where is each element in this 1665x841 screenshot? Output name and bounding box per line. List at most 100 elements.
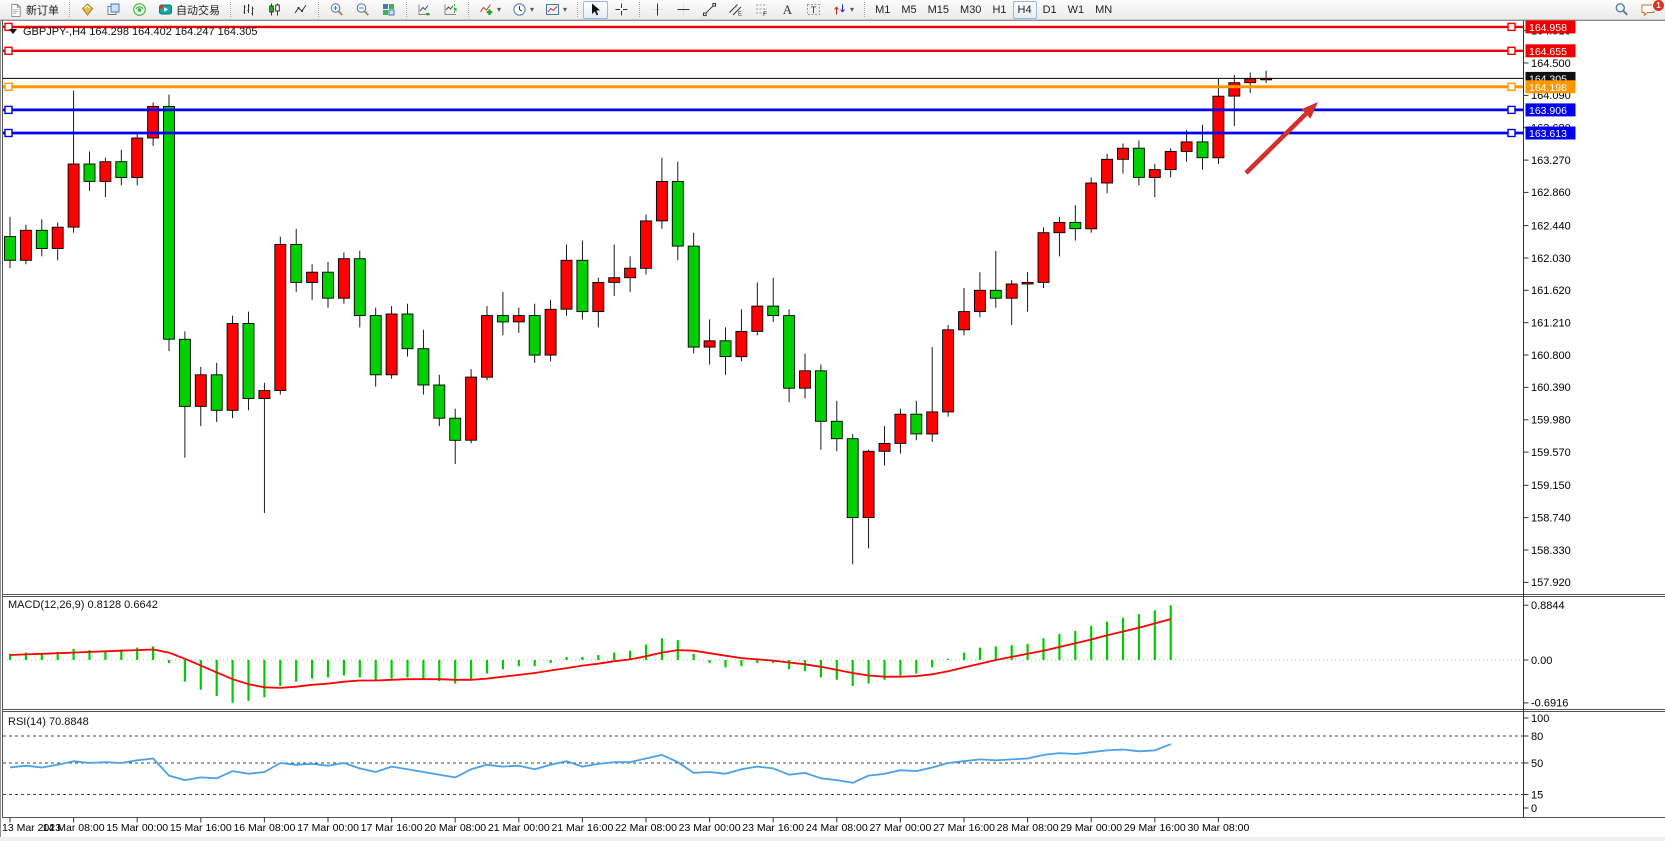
timeframe-m15-button[interactable]: M15 — [923, 1, 954, 19]
periods-button[interactable]: ▾ — [507, 1, 539, 19]
toolbar-separator — [864, 2, 866, 17]
arrows-button[interactable]: ▾ — [827, 1, 859, 19]
timeframe-m1-button[interactable]: M1 — [870, 1, 895, 19]
timeframe-h4-button[interactable]: H4 — [1012, 0, 1037, 19]
timeframe-mn-button[interactable]: MN — [1090, 1, 1117, 19]
indicators-button[interactable]: ▾ — [474, 1, 506, 19]
gem-icon — [80, 2, 95, 17]
horizontal-line-icon — [676, 2, 691, 17]
svg-text:F: F — [763, 11, 767, 17]
svg-text:159.570: 159.570 — [1531, 447, 1571, 459]
svg-text:0.8844: 0.8844 — [1531, 600, 1565, 612]
zoom-in-button[interactable] — [324, 1, 349, 19]
cursor-button[interactable] — [583, 0, 609, 19]
zoom-in-icon — [329, 2, 344, 17]
arrow-annotation[interactable] — [1244, 102, 1318, 175]
candles — [4, 70, 1273, 565]
hline-handle — [1507, 46, 1516, 55]
template-icon — [545, 2, 560, 17]
price-tag: 164.958 — [1525, 20, 1576, 34]
crosshair-button[interactable] — [609, 1, 634, 19]
svg-text:163.270: 163.270 — [1531, 155, 1571, 167]
svg-text:158.740: 158.740 — [1531, 512, 1571, 524]
svg-text:28 Mar 08:00: 28 Mar 08:00 — [997, 822, 1059, 834]
candlestick-chart-button[interactable] — [262, 1, 287, 19]
macd-signal-line — [9, 618, 1171, 689]
broadcast-icon — [132, 2, 147, 17]
svg-text:17 Mar 16:00: 17 Mar 16:00 — [361, 822, 423, 834]
svg-text:161.210: 161.210 — [1531, 318, 1571, 330]
timeframe-h1-button[interactable]: H1 — [987, 1, 1011, 19]
svg-text:E: E — [738, 12, 742, 18]
svg-text:23 Mar 16:00: 23 Mar 16:00 — [742, 822, 804, 834]
market-watch-button[interactable] — [75, 1, 100, 19]
svg-text:15: 15 — [1531, 789, 1543, 801]
hline-object[interactable] — [3, 22, 1523, 32]
price-tag: 163.906 — [1525, 103, 1576, 117]
timeframe-d1-button[interactable]: D1 — [1038, 1, 1062, 19]
svg-text:29 Mar 16:00: 29 Mar 16:00 — [1124, 822, 1186, 834]
search-button[interactable] — [1609, 1, 1634, 19]
bar-chart-button[interactable] — [236, 1, 261, 19]
hline-object[interactable] — [3, 128, 1523, 138]
svg-text:27 Mar 00:00: 27 Mar 00:00 — [869, 822, 931, 834]
tile-windows-button[interactable] — [376, 1, 401, 19]
svg-text:30 Mar 08:00: 30 Mar 08:00 — [1187, 822, 1249, 834]
timeframe-m5-button[interactable]: M5 — [896, 1, 921, 19]
search-icon — [1614, 2, 1629, 17]
text-button[interactable]: A — [775, 1, 800, 19]
svg-text:27 Mar 16:00: 27 Mar 16:00 — [933, 822, 995, 834]
svg-text:A: A — [783, 2, 793, 17]
svg-text:15 Mar 00:00: 15 Mar 00:00 — [106, 822, 168, 834]
templates-button[interactable]: ▾ — [540, 1, 572, 19]
hline-object[interactable] — [3, 105, 1523, 115]
timeframe-w1-button[interactable]: W1 — [1063, 1, 1090, 19]
svg-text:159.980: 159.980 — [1531, 415, 1571, 427]
broadcast-button[interactable] — [127, 1, 152, 19]
symbol-dropdown-icon[interactable] — [9, 29, 17, 34]
new-order-icon — [9, 3, 23, 17]
trendline-button[interactable] — [697, 1, 722, 19]
equidistant-channel-icon: E — [728, 2, 743, 17]
new-order-button[interactable]: 新订单 — [4, 1, 64, 19]
svg-text:24 Mar 08:00: 24 Mar 08:00 — [806, 822, 868, 834]
hline-handle — [1507, 105, 1516, 115]
equidistant-channel-button[interactable]: E — [723, 1, 748, 19]
svg-text:22 Mar 08:00: 22 Mar 08:00 — [615, 822, 677, 834]
toolbar: 新订单 自动交易 ▾ — [0, 0, 1665, 20]
chat-unread-badge: 1 — [1652, 0, 1665, 12]
zoom-out-button[interactable] — [350, 1, 375, 19]
dropdown-caret: ▾ — [563, 4, 568, 14]
svg-text:161.620: 161.620 — [1531, 285, 1571, 297]
hline-object[interactable] — [3, 82, 1523, 92]
dropdown-caret: ▾ — [497, 4, 502, 14]
vertical-line-button[interactable] — [645, 1, 670, 19]
auto-scroll-button[interactable] — [412, 1, 437, 19]
hline-handle — [4, 46, 13, 55]
svg-text:29 Mar 00:00: 29 Mar 00:00 — [1060, 822, 1122, 834]
svg-text:16 Mar 08:00: 16 Mar 08:00 — [233, 822, 295, 834]
trendline-icon — [702, 2, 717, 17]
data-window-button[interactable] — [101, 1, 126, 19]
svg-text:15 Mar 16:00: 15 Mar 16:00 — [170, 822, 232, 834]
autotrading-icon — [158, 2, 173, 17]
macd-label: MACD(12,26,9) 0.8128 0.6642 — [8, 599, 158, 611]
hline-handle — [1507, 22, 1516, 32]
tile-windows-icon — [381, 2, 396, 17]
autotrading-button[interactable]: 自动交易 — [153, 1, 225, 19]
line-chart-button[interactable] — [288, 1, 313, 19]
auto-scroll-icon — [417, 2, 432, 17]
horizontal-line-button[interactable] — [671, 1, 696, 19]
timeframe-m30-button[interactable]: M30 — [955, 1, 986, 19]
price-tag: 164.655 — [1525, 44, 1576, 58]
svg-text:160.390: 160.390 — [1531, 382, 1571, 394]
bar-chart-icon — [241, 2, 256, 17]
svg-text:21 Mar 00:00: 21 Mar 00:00 — [488, 822, 550, 834]
svg-text:160.800: 160.800 — [1531, 350, 1571, 362]
hline-object[interactable] — [3, 46, 1523, 55]
toolbar-separator — [69, 2, 70, 17]
text-label-button[interactable]: T — [801, 1, 826, 19]
chart-canvas[interactable]: 164.910164.500164.090163.680163.270162.8… — [0, 20, 1665, 841]
chart-shift-button[interactable] — [438, 1, 463, 19]
fibonacci-button[interactable]: F — [749, 1, 774, 19]
